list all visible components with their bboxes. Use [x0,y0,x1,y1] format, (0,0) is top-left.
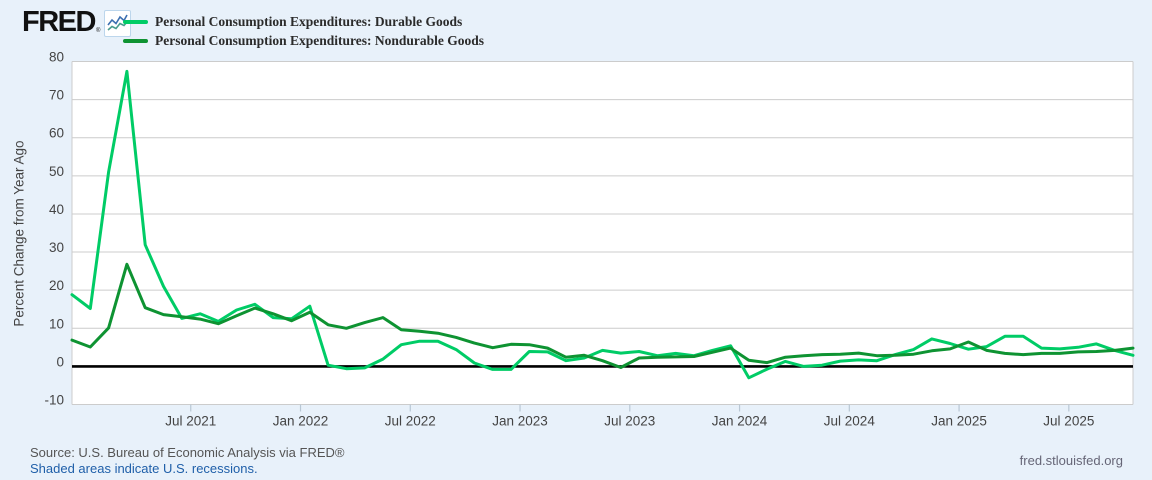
fred-logo[interactable]: FRED ® [22,6,132,38]
chart-legend: Personal Consumption Expenditures: Durab… [123,12,484,50]
y-tick-label-0: 0 [56,354,64,369]
fred-logo-text: FRED [22,6,96,38]
line-chart-icon [104,10,132,37]
x-tick-label-Jan 2023: Jan 2023 [492,414,548,429]
x-tick-label-Jan 2024: Jan 2024 [712,414,768,429]
y-tick-label-10: 10 [49,316,64,331]
legend-swatch-durable [123,19,148,24]
legend-label: Personal Consumption Expenditures: Durab… [155,14,463,29]
legend-item-durable-goods: Personal Consumption Expenditures: Durab… [123,12,484,31]
plot-background [72,61,1133,405]
chart-plot: 80 70 60 50 40 30 20 10 0 -10 Jul 2021 Jan 2022 Jul … [44,50,1135,429]
x-tick-label-Jul 2024: Jul 2024 [824,414,876,429]
y-tick-label-20: 20 [49,278,64,293]
x-tick-label-Jul 2021: Jul 2021 [165,414,216,429]
y-tick-label--10: -10 [44,393,64,408]
y-tick-label-70: 70 [49,88,64,103]
x-tick-label-Jan 2025: Jan 2025 [931,414,987,429]
x-tick-label-Jul 2023: Jul 2023 [604,414,655,429]
x-tick-label-Jul 2025: Jul 2025 [1043,414,1094,429]
fred-site-link[interactable]: fred.stlouisfed.org [1019,453,1123,468]
y-tick-label-80: 80 [49,50,64,65]
y-tick-label-30: 30 [49,240,64,255]
series-line-nondurable-goods[interactable] [70,262,1135,369]
recession-note-link[interactable]: Shaded areas indicate U.S. recessions. [30,461,258,476]
y-tick-label-50: 50 [49,164,64,179]
registered-mark: ® [95,28,101,34]
x-tick-label-Jul 2022: Jul 2022 [385,414,436,429]
legend-item-nondurable-goods: Personal Consumption Expenditures: Nondu… [123,31,484,50]
legend-swatch-nondurable [123,38,148,43]
x-tick-label-Jan 2022: Jan 2022 [273,414,329,429]
legend-label: Personal Consumption Expenditures: Nondu… [155,33,485,48]
y-axis-title: Percent Change from Year Ago [11,140,27,327]
source-text: Source: U.S. Bureau of Economic Analysis… [30,445,345,460]
y-tick-label-60: 60 [49,126,64,141]
y-tick-label-40: 40 [49,202,64,217]
